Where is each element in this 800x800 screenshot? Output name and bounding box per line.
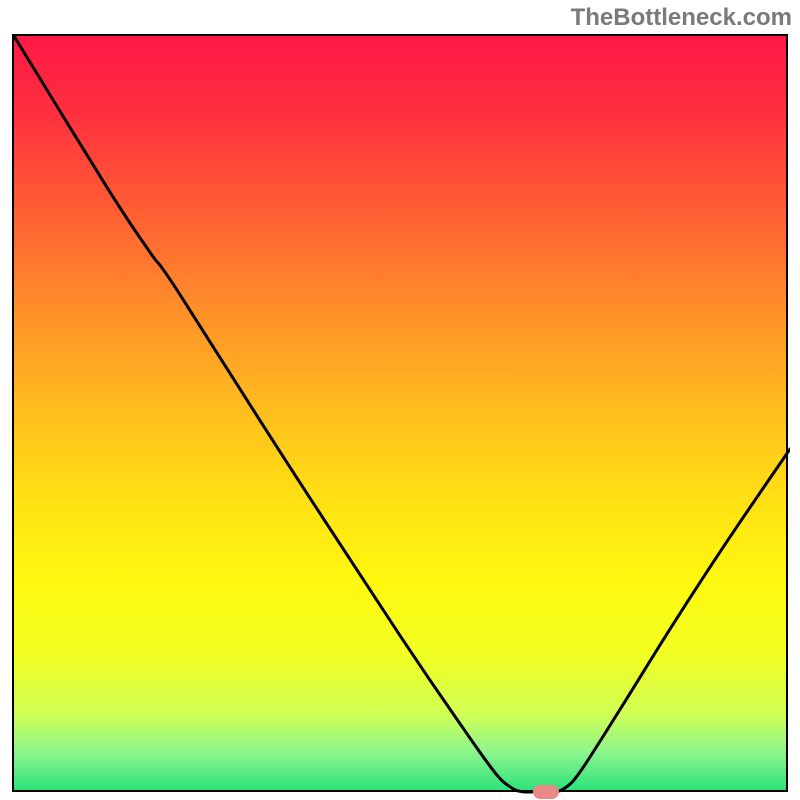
optimum-marker xyxy=(533,785,559,799)
chart-container: TheBottleneck.com xyxy=(0,0,800,800)
watermark-text: TheBottleneck.com xyxy=(571,4,792,32)
plot-area xyxy=(12,34,788,792)
bottleneck-curve xyxy=(14,36,790,794)
